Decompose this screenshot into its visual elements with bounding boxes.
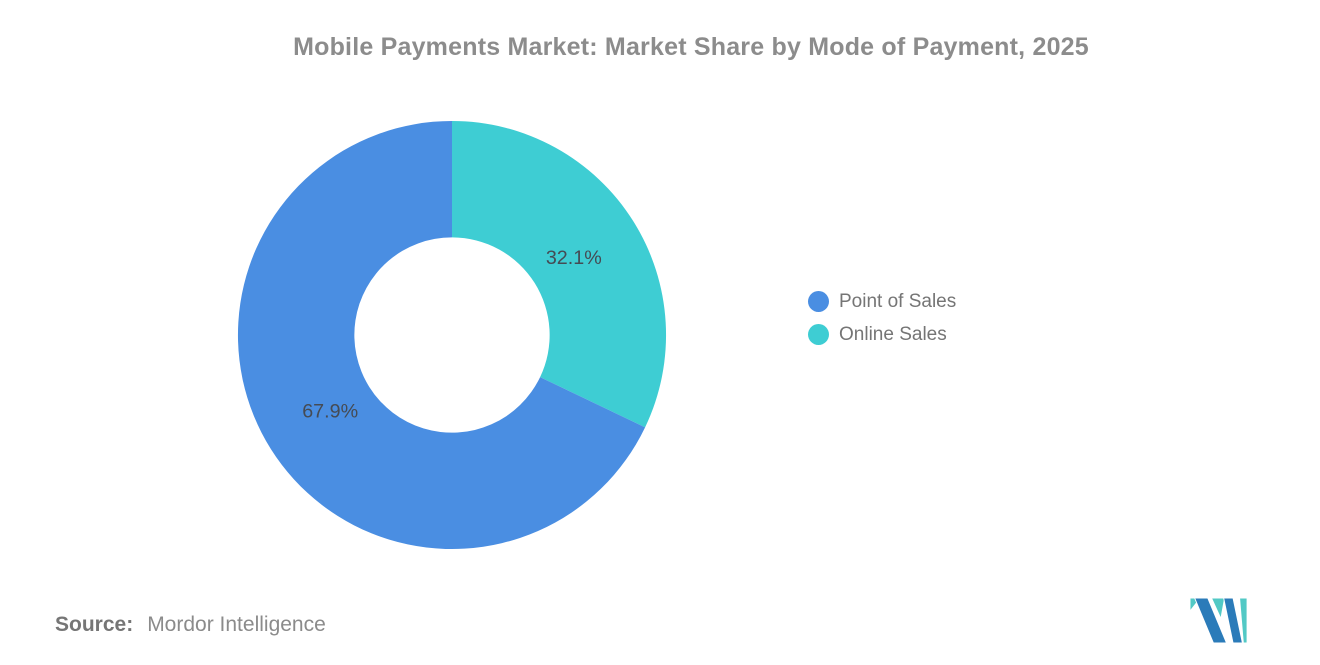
legend-label-point-of-sales: Point of Sales [839,290,957,312]
legend-marker-online-sales-icon [808,324,829,345]
logo-shape [1210,597,1226,621]
donut-svg: 32.1% 67.9% [237,120,667,550]
donut-slice-online-sales [452,120,667,428]
donut-chart: 32.1% 67.9% [235,118,669,552]
slice-label-online-sales: 32.1% [546,247,602,269]
logo-shape [1193,597,1228,644]
legend-item-point-of-sales: Point of Sales [808,285,956,318]
legend-label-online-sales: Online Sales [839,323,947,345]
mordor-intelligence-logo [1190,597,1248,644]
logo-shape [1239,597,1248,644]
donut-slice-point-of-sales [237,120,646,550]
legend-item-online-sales: Online Sales [808,318,956,351]
slice-label-point-of-sales: 67.9% [302,401,358,423]
source-text: Mordor Intelligence [147,613,326,636]
legend-marker-point-of-sales-icon [808,291,829,312]
legend: Point of Sales Online Sales [808,285,956,351]
chart-title: Mobile Payments Market: Market Share by … [293,33,1089,61]
source-line: Source: Mordor Intelligence [55,613,326,637]
logo-shape [1223,597,1243,644]
source-label: Source: [55,613,134,636]
